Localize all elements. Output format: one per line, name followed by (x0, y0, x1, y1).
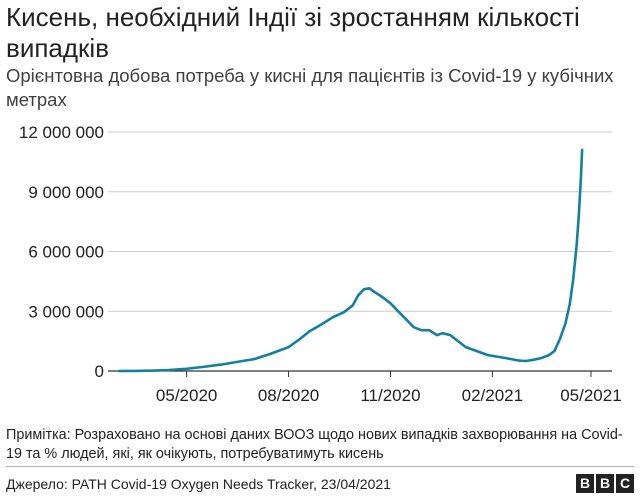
x-tick-label: 05/2020 (156, 386, 217, 405)
y-tick-label: 6 000 000 (28, 243, 104, 262)
chart-title: Кисень, необхідний Індії зі зростанням к… (6, 2, 580, 63)
y-tick-label: 0 (95, 362, 104, 381)
line-chart: 0 3 000 000 6 000 000 9 000 000 12 000 000 0… (19, 123, 622, 405)
series-line-oxygen-demand (117, 148, 584, 373)
series-layer (117, 148, 584, 373)
chart-subtitle: Орієнтовна добова потреба у кисні для па… (6, 65, 614, 110)
y-axis-ticks: 0 3 000 000 6 000 000 9 000 000 12 000 000 (19, 123, 104, 381)
bbc-logo-letter: B (576, 474, 594, 493)
bbc-logo-letter: B (596, 474, 614, 493)
x-tick-label: 02/2021 (462, 386, 523, 405)
y-tick-label: 3 000 000 (28, 302, 104, 321)
bbc-logo: B B C (576, 474, 634, 493)
source-text: Джерело: PATH Covid-19 Oxygen Needs Trac… (6, 476, 391, 492)
x-tick-label: 08/2020 (258, 386, 319, 405)
y-tick-label: 9 000 000 (28, 183, 104, 202)
chart-note: Примітка: Розраховано на основі даних ВО… (6, 427, 623, 462)
gridlines (108, 131, 612, 372)
y-tick-label: 12 000 000 (19, 123, 104, 142)
x-axis-ticks: 05/2020 08/2020 11/2020 02/2021 05/2021 (156, 371, 622, 405)
bbc-logo-letter: C (616, 474, 634, 493)
x-tick-label: 11/2020 (360, 386, 420, 405)
x-tick-label: 05/2021 (560, 386, 621, 405)
footer-divider (6, 466, 634, 467)
